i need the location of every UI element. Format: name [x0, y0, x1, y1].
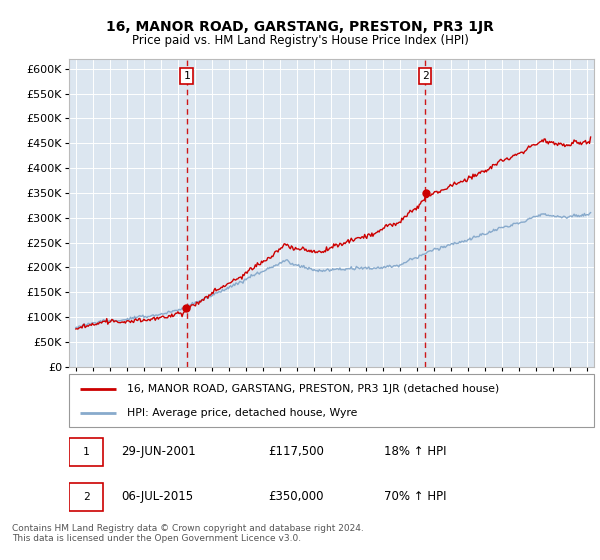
Text: Contains HM Land Registry data © Crown copyright and database right 2024.
This d: Contains HM Land Registry data © Crown c… [12, 524, 364, 543]
Text: 16, MANOR ROAD, GARSTANG, PRESTON, PR3 1JR: 16, MANOR ROAD, GARSTANG, PRESTON, PR3 1… [106, 20, 494, 34]
Text: 2: 2 [422, 71, 428, 81]
Text: £117,500: £117,500 [269, 445, 325, 458]
FancyBboxPatch shape [69, 374, 594, 427]
Text: £350,000: £350,000 [269, 491, 324, 503]
Text: 2: 2 [83, 492, 90, 502]
FancyBboxPatch shape [69, 437, 103, 466]
Text: 18% ↑ HPI: 18% ↑ HPI [384, 445, 446, 458]
Text: 1: 1 [183, 71, 190, 81]
Text: Price paid vs. HM Land Registry's House Price Index (HPI): Price paid vs. HM Land Registry's House … [131, 34, 469, 46]
FancyBboxPatch shape [69, 483, 103, 511]
Text: 1: 1 [83, 447, 90, 457]
Text: 70% ↑ HPI: 70% ↑ HPI [384, 491, 446, 503]
Text: 06-JUL-2015: 06-JUL-2015 [121, 491, 194, 503]
Text: 16, MANOR ROAD, GARSTANG, PRESTON, PR3 1JR (detached house): 16, MANOR ROAD, GARSTANG, PRESTON, PR3 1… [127, 384, 499, 394]
Text: HPI: Average price, detached house, Wyre: HPI: Average price, detached house, Wyre [127, 408, 357, 418]
Text: 29-JUN-2001: 29-JUN-2001 [121, 445, 196, 458]
